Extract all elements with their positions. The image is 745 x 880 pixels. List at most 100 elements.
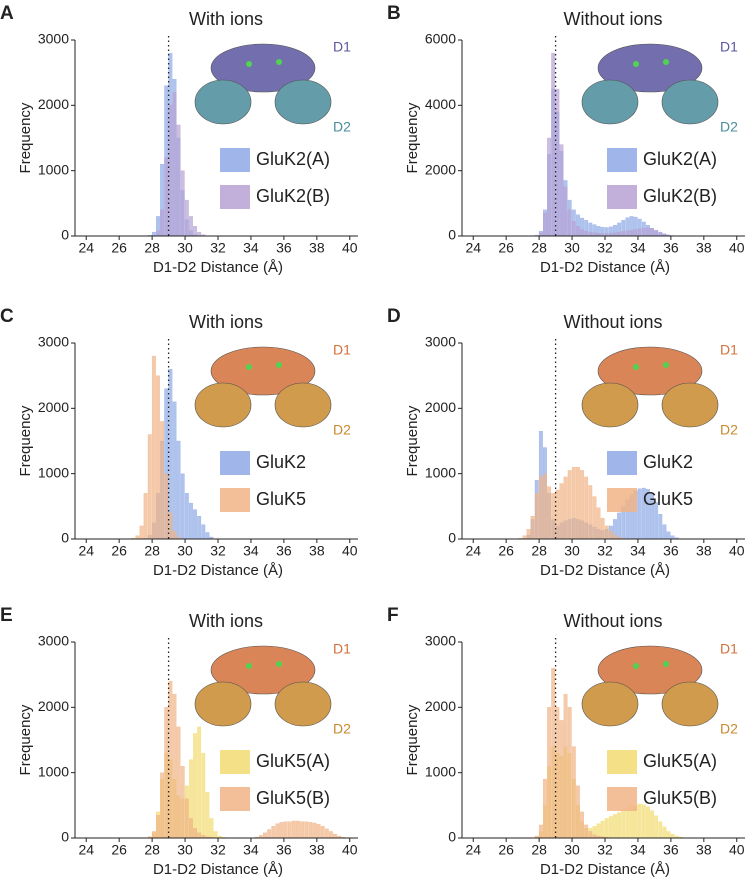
ion xyxy=(276,362,282,368)
x-tick-label: 28 xyxy=(144,543,160,559)
domain-label: D1 xyxy=(333,39,351,55)
histogram-bar xyxy=(180,170,185,237)
histogram-bar xyxy=(189,502,193,540)
domain-shape xyxy=(597,346,703,396)
legend-label: GluK5(B) xyxy=(256,788,330,808)
x-tick-label: 24 xyxy=(78,842,94,858)
domain-shape xyxy=(194,79,252,125)
legend-swatch xyxy=(607,185,637,209)
histogram-bar xyxy=(637,228,642,237)
histogram-bar xyxy=(193,226,197,237)
histogram-bar xyxy=(650,810,654,839)
histogram-bar xyxy=(147,434,152,540)
histogram-bar xyxy=(576,785,580,839)
y-tick-label: 0 xyxy=(61,829,69,845)
histogram-bar xyxy=(296,820,300,839)
histogram-bar xyxy=(617,512,622,540)
x-tick-label: 34 xyxy=(243,842,259,858)
domain-shape xyxy=(194,382,252,428)
x-tick-label: 26 xyxy=(498,543,514,559)
x-tick-label: 36 xyxy=(276,240,292,256)
histogram-bar xyxy=(189,216,193,237)
x-axis-label: D1-D2 Distance (Å) xyxy=(540,259,670,276)
legend-swatch xyxy=(607,148,637,172)
x-tick-label: 24 xyxy=(465,240,481,256)
legend-label: GluK5(A) xyxy=(643,751,717,771)
x-tick-label: 30 xyxy=(177,543,193,559)
legend-label: GluK2(B) xyxy=(643,186,717,206)
histogram-bar xyxy=(333,833,337,839)
protein-structure xyxy=(194,645,332,727)
x-tick-label: 40 xyxy=(342,842,358,858)
histogram-bar xyxy=(629,229,634,237)
histogram-bar xyxy=(316,824,321,839)
x-tick-label: 34 xyxy=(630,240,646,256)
histogram-bar xyxy=(600,820,605,839)
ion xyxy=(633,364,639,370)
x-tick-label: 36 xyxy=(276,543,292,559)
x-tick-label: 30 xyxy=(564,543,580,559)
y-tick-label: 4000 xyxy=(425,96,456,112)
histogram-bar xyxy=(193,828,197,839)
histogram-bar xyxy=(567,209,572,237)
x-tick-label: 30 xyxy=(564,240,580,256)
y-tick-label: 1000 xyxy=(38,464,69,480)
x-tick-label: 28 xyxy=(531,543,547,559)
y-tick-label: 1000 xyxy=(425,763,456,779)
ion xyxy=(633,663,639,669)
x-tick-label: 38 xyxy=(696,240,712,256)
x-tick-label: 34 xyxy=(243,543,259,559)
y-tick-label: 2000 xyxy=(38,399,69,415)
histogram-bar xyxy=(543,212,547,237)
histogram-bar xyxy=(571,221,576,237)
histogram-bar xyxy=(588,831,593,839)
ion xyxy=(246,61,252,67)
histogram-bar xyxy=(197,832,202,839)
histogram-bar xyxy=(608,816,613,839)
histogram-bar xyxy=(205,792,210,839)
x-axis-label: D1-D2 Distance (Å) xyxy=(153,861,283,878)
histogram-bar xyxy=(534,493,539,540)
legend-label: GluK2(A) xyxy=(256,149,330,169)
domain-shape xyxy=(274,79,332,125)
histogram-bar xyxy=(551,52,556,237)
panel-letter: C xyxy=(0,306,14,327)
x-tick-label: 26 xyxy=(498,240,514,256)
histogram-bar xyxy=(201,752,206,839)
x-axis-label: D1-D2 Distance (Å) xyxy=(153,562,283,579)
legend-swatch xyxy=(607,787,637,811)
histogram-bar xyxy=(547,137,552,237)
histogram-bar xyxy=(662,826,667,839)
histogram-bar xyxy=(547,707,552,839)
histogram-bar xyxy=(143,493,148,540)
x-tick-label: 24 xyxy=(465,543,481,559)
x-tick-label: 40 xyxy=(342,240,358,256)
histogram-bar xyxy=(613,534,617,540)
histogram-bar xyxy=(666,531,671,540)
domain-shape xyxy=(210,43,316,93)
histogram-bar xyxy=(551,493,556,540)
histogram-bar xyxy=(201,524,206,540)
histogram-bar xyxy=(291,820,296,839)
legend-swatch xyxy=(607,488,637,512)
domain-label: D1 xyxy=(720,342,738,358)
ion xyxy=(663,59,669,65)
x-tick-label: 38 xyxy=(309,543,325,559)
histogram-bar xyxy=(176,440,181,540)
histogram-bar xyxy=(151,355,156,540)
histogram-bar xyxy=(197,515,202,540)
histogram-bar xyxy=(180,473,185,540)
histogram-bar xyxy=(559,144,564,237)
domain-shape xyxy=(581,681,639,727)
histogram-bar xyxy=(172,531,177,540)
histogram-bar xyxy=(172,401,177,540)
legend-label: GluK5 xyxy=(643,489,693,509)
histogram-bar xyxy=(625,230,630,237)
histogram-bar xyxy=(567,707,572,839)
domain-shape xyxy=(661,681,719,727)
y-tick-label: 2000 xyxy=(38,96,69,112)
y-tick-label: 0 xyxy=(61,227,69,243)
ion xyxy=(276,59,282,65)
histogram-bar xyxy=(646,227,650,237)
x-axis-label: D1-D2 Distance (Å) xyxy=(153,259,283,276)
